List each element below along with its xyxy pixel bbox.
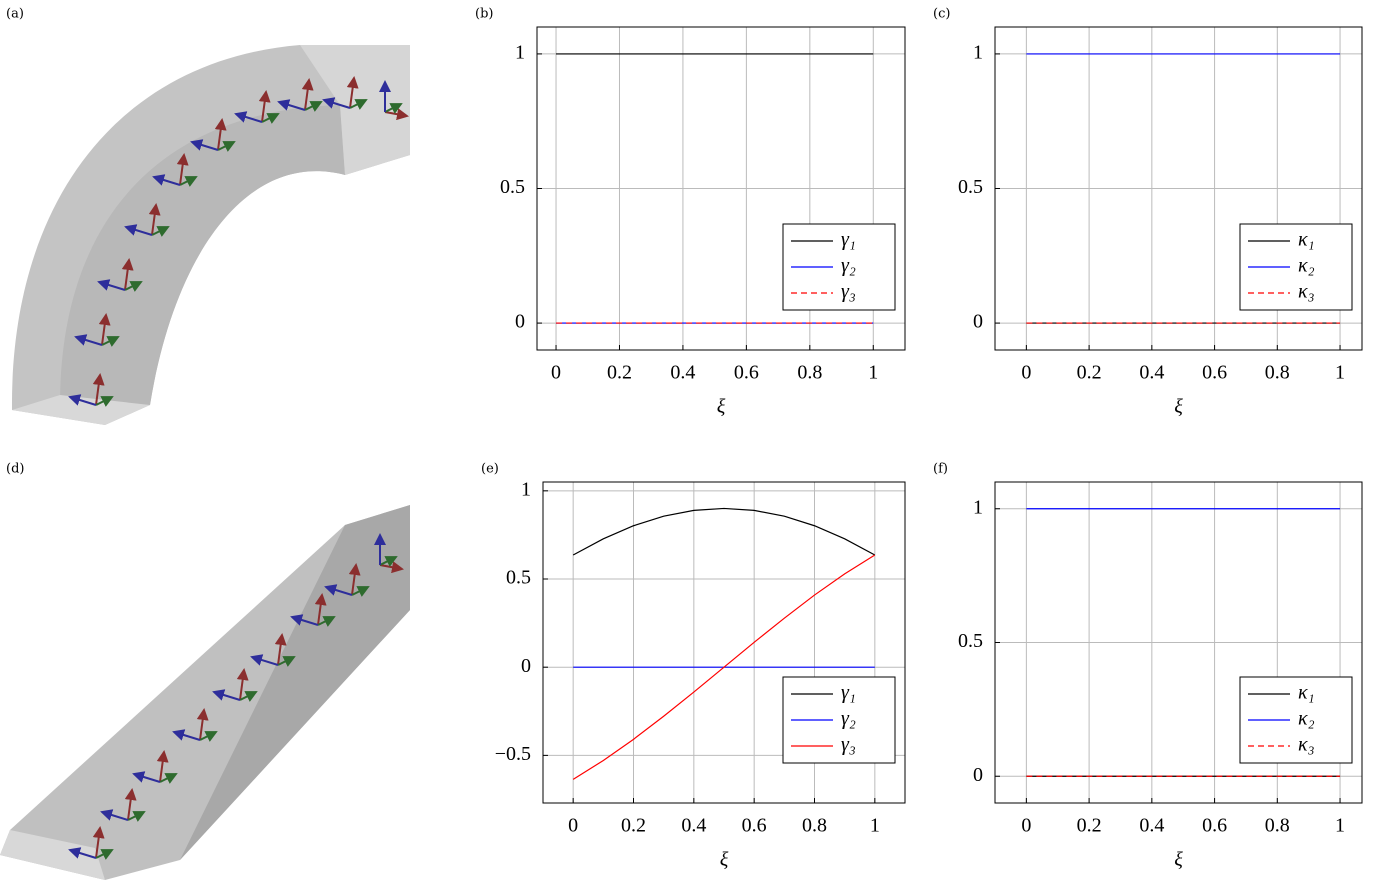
x-tick-label: 0.2 — [1077, 815, 1102, 837]
figure: (a) (d) (b) 0 0.2 0.4 0.6 0.8 1 0 0.5 1 ξ γ₁ γ₂ γ₃ (c)… — [0, 0, 1387, 881]
y-tick-label: 1 — [515, 42, 525, 64]
legend: γ₁ γ₂ γ₃ — [783, 677, 895, 763]
y-tick-label: 0 — [515, 311, 525, 333]
panel-label: (e) — [481, 462, 499, 477]
x-tick-label: 0.4 — [1139, 362, 1164, 384]
legend-label: γ₁ — [841, 682, 856, 704]
x-axis-label: ξ — [1174, 849, 1183, 871]
x-tick-label: 1 — [870, 815, 880, 837]
legend-label: κ₂ — [1298, 255, 1315, 277]
panel-label: (f) — [933, 462, 948, 477]
y-tick-label: 0 — [973, 764, 983, 786]
x-tick-label: 0.6 — [734, 362, 759, 384]
x-tick-label: 0.4 — [1139, 815, 1164, 837]
legend-label: κ₁ — [1298, 682, 1315, 704]
legend-label: κ₃ — [1298, 734, 1315, 756]
panel-label: (d) — [6, 462, 24, 477]
y-tick-label: 0.5 — [958, 630, 983, 652]
x-tick-label: 1 — [868, 362, 878, 384]
x-tick-label: 0.6 — [1202, 362, 1227, 384]
y-tick-label: 0.5 — [500, 176, 525, 198]
y-tick-label: 0 — [973, 311, 983, 333]
x-tick-label: 0.8 — [802, 815, 827, 837]
y-tick-label: 0.5 — [506, 567, 531, 589]
beam-d — [0, 505, 410, 880]
x-tick-label: 0.6 — [1202, 815, 1227, 837]
x-tick-label: 0 — [1021, 815, 1031, 837]
x-axis-label: ξ — [717, 396, 726, 418]
legend: κ₁ κ₂ κ₃ — [1240, 677, 1352, 763]
legend-label: γ₃ — [841, 281, 856, 303]
y-tick-label: 1 — [973, 42, 983, 64]
legend: γ₁ γ₂ γ₃ — [783, 224, 895, 310]
panel-label: (b) — [475, 7, 493, 22]
x-tick-label: 0 — [568, 815, 578, 837]
legend-label: γ₂ — [841, 708, 856, 730]
y-tick-label: 0 — [521, 655, 531, 677]
x-tick-label: 0.2 — [1077, 362, 1102, 384]
legend-label: γ₁ — [841, 229, 856, 251]
x-tick-label: 0.2 — [621, 815, 646, 837]
x-tick-label: 0.2 — [607, 362, 632, 384]
y-tick-label: 1 — [973, 496, 983, 518]
legend-label: κ₁ — [1298, 229, 1315, 251]
x-tick-label: 1 — [1335, 815, 1345, 837]
legend: κ₁ κ₂ κ₃ — [1240, 224, 1352, 310]
series-line — [573, 508, 875, 555]
x-tick-label: 0.4 — [670, 362, 695, 384]
y-tick-label: 0.5 — [958, 176, 983, 198]
legend-label: κ₃ — [1298, 281, 1315, 303]
x-axis-label: ξ — [720, 849, 729, 871]
x-tick-label: 0.6 — [742, 815, 767, 837]
x-tick-label: 0 — [1021, 362, 1031, 384]
y-tick-label: 1 — [521, 478, 531, 500]
x-tick-label: 1 — [1335, 362, 1345, 384]
x-tick-label: 0 — [551, 362, 561, 384]
x-axis-label: ξ — [1174, 396, 1183, 418]
legend-label: γ₃ — [841, 734, 856, 756]
legend-label: κ₂ — [1298, 708, 1315, 730]
panel-label: (a) — [6, 7, 24, 22]
x-tick-label: 0.8 — [1265, 362, 1290, 384]
panel-label: (c) — [933, 7, 950, 22]
x-tick-label: 0.8 — [797, 362, 822, 384]
legend-label: γ₂ — [841, 255, 856, 277]
y-tick-label: −0.5 — [495, 743, 531, 765]
x-tick-label: 0.4 — [681, 815, 706, 837]
x-tick-label: 0.8 — [1265, 815, 1290, 837]
